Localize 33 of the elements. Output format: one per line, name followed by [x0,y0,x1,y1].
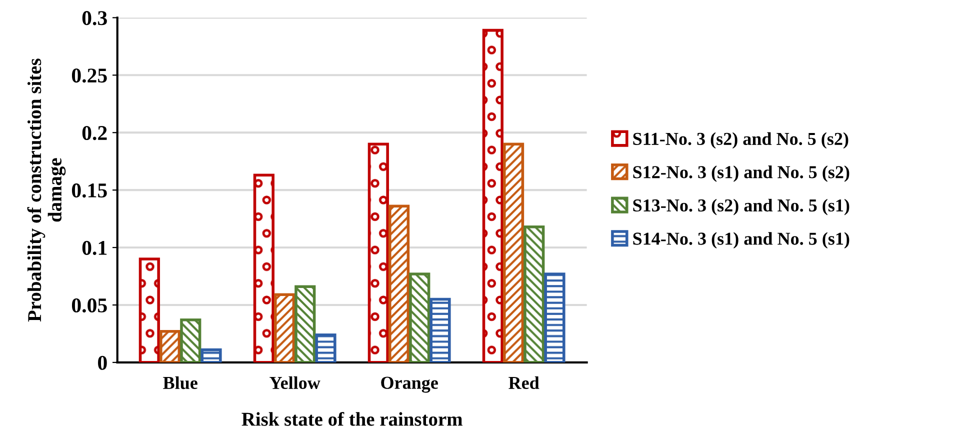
bar [524,225,545,362]
x-tick-label: Blue [163,376,198,390]
y-tick-label: 0.25 [72,68,107,83]
bar [274,293,296,362]
bar [294,285,316,362]
bar [368,142,389,362]
y-tick-label: 0.1 [82,240,107,256]
bar [430,298,451,362]
bar [253,174,274,362]
legend-label: S14-No. 3 (s1) and No. 5 (s1) [633,232,850,248]
x-tick-label: Orange [381,376,438,393]
x-tick-label: Yellow [270,376,320,390]
bar [502,142,524,362]
x-axis-title: Risk state of the rainstorm [242,412,462,426]
y-tick-label: 0.3 [82,11,107,26]
legend-label: S12-No. 3 (s1) and No. 5 (s2) [633,166,850,182]
legend-label: S13-No. 3 (s2) and No. 5 (s1) [633,198,850,216]
bar [409,272,430,362]
y-tick-label: 0.2 [82,126,107,140]
bar [200,348,222,362]
y-tick-label: 0 [98,356,107,370]
bar [159,330,181,362]
bar [544,272,566,362]
bar [315,333,336,362]
bar [482,28,504,362]
y-tick-label: 0.15 [72,183,107,198]
y-axis-title: Probability of construction sites damage [27,58,66,322]
bar [388,204,410,362]
bar [138,258,160,362]
bar [180,318,202,362]
x-tick-label: Red [508,376,540,390]
legend-label: S11-No. 3 (s2) and No. 5 (s2) [633,132,848,149]
y-tick-label: 0.05 [72,298,107,313]
